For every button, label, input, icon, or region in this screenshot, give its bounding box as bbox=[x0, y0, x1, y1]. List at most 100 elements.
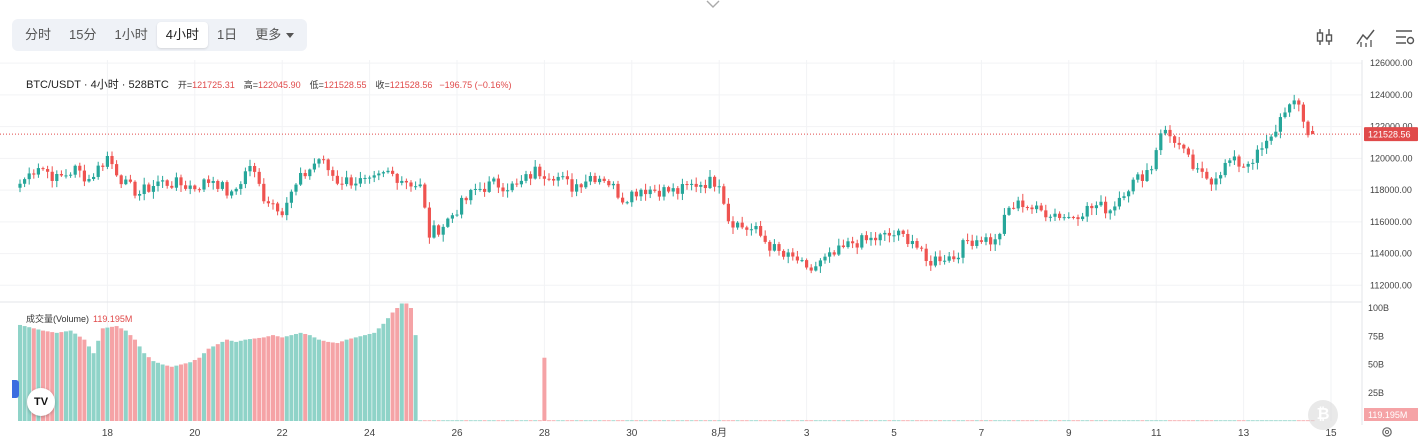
volume-bar bbox=[510, 420, 515, 422]
volume-bar bbox=[1172, 420, 1177, 422]
volume-bar bbox=[1043, 420, 1048, 422]
candle-body bbox=[1301, 104, 1305, 122]
candle-body bbox=[731, 221, 735, 228]
candle-body bbox=[699, 184, 703, 187]
volume-bar bbox=[924, 420, 929, 422]
candle-body bbox=[1030, 207, 1034, 210]
volume-bar bbox=[639, 420, 643, 422]
volume-bar bbox=[496, 420, 501, 422]
tab-time-sharing[interactable]: 分时 bbox=[16, 22, 60, 48]
candle-body bbox=[708, 176, 712, 189]
candle-body bbox=[874, 237, 878, 241]
volume-bar bbox=[620, 420, 625, 422]
volume-bar bbox=[261, 337, 266, 421]
volume-tick-label: 100B bbox=[1368, 303, 1389, 313]
tab-4hour[interactable]: 4小时 bbox=[156, 22, 208, 48]
volume-bar bbox=[114, 326, 119, 421]
candle-body bbox=[1122, 196, 1126, 198]
candle-body bbox=[887, 232, 891, 236]
settings-gear-icon[interactable] bbox=[1381, 426, 1393, 438]
candle-body bbox=[437, 225, 441, 235]
candle-body bbox=[929, 260, 933, 266]
volume-bar bbox=[1094, 420, 1099, 422]
volume-bar bbox=[795, 420, 800, 422]
candle-body bbox=[786, 252, 790, 257]
candle-body bbox=[897, 230, 901, 236]
collapse-chevron-icon[interactable] bbox=[706, 0, 720, 8]
time-tick-label: 3 bbox=[804, 428, 810, 439]
candle-body bbox=[998, 233, 1002, 240]
volume-tick-label: 25B bbox=[1368, 388, 1384, 398]
candle-body bbox=[1035, 205, 1039, 210]
volume-bar bbox=[243, 339, 248, 421]
volume-bar bbox=[381, 323, 386, 421]
volume-bar bbox=[928, 420, 933, 422]
chart-settings-icon[interactable] bbox=[1394, 26, 1416, 48]
candle-body bbox=[377, 173, 381, 176]
candle-body bbox=[78, 165, 82, 171]
candle-body bbox=[924, 248, 928, 261]
volume-bar bbox=[905, 420, 910, 422]
volume-bar bbox=[887, 420, 892, 422]
candle-body bbox=[993, 239, 997, 245]
candle-body bbox=[478, 188, 482, 190]
volume-value: 119.195M bbox=[93, 314, 133, 324]
volume-bar bbox=[344, 339, 349, 421]
volume-bar bbox=[970, 420, 975, 422]
candle-body bbox=[1311, 130, 1315, 135]
timeframe-toolbar: 分时 15分 1小时 4小时 1日 更多 bbox=[12, 19, 308, 51]
candle-body bbox=[1039, 205, 1043, 211]
tradingview-logo[interactable]: TV bbox=[27, 388, 55, 416]
tab-1day[interactable]: 1日 bbox=[208, 22, 246, 48]
volume-bar bbox=[597, 420, 602, 422]
candle-body bbox=[846, 241, 850, 248]
volume-bar bbox=[1053, 420, 1057, 422]
volume-bar bbox=[1292, 420, 1297, 422]
candle-body bbox=[864, 235, 868, 241]
volume-bar bbox=[1112, 420, 1117, 422]
volume-bar bbox=[413, 335, 418, 421]
volume-bar bbox=[473, 420, 478, 422]
tab-1hour[interactable]: 1小时 bbox=[105, 22, 156, 48]
volume-bar bbox=[165, 365, 170, 421]
volume-bar bbox=[353, 337, 358, 421]
volume-bar bbox=[1306, 420, 1310, 422]
last-volume-badge bbox=[1364, 408, 1418, 421]
candle-settings-icon[interactable] bbox=[1314, 26, 1336, 48]
candle-body bbox=[1260, 148, 1264, 150]
candle-body bbox=[363, 177, 367, 179]
candle-body bbox=[349, 177, 353, 186]
candle-body bbox=[289, 191, 293, 203]
candle-body bbox=[588, 175, 592, 182]
volume-bar bbox=[358, 336, 363, 421]
volume-bar bbox=[712, 420, 717, 422]
volume-bar bbox=[583, 420, 588, 422]
tab-label: 4小时 bbox=[165, 27, 199, 42]
volume-bar bbox=[942, 420, 947, 422]
volume-bar bbox=[717, 420, 722, 422]
tab-15min[interactable]: 15分 bbox=[60, 22, 105, 48]
candle-body bbox=[151, 186, 155, 192]
candle-body bbox=[101, 165, 105, 167]
volume-bar bbox=[1034, 420, 1039, 422]
candle-body bbox=[984, 237, 988, 242]
indicator-icon[interactable] bbox=[1355, 26, 1377, 48]
volume-bar bbox=[974, 420, 979, 422]
side-panel-toggle[interactable] bbox=[12, 380, 19, 398]
tab-more[interactable]: 更多 bbox=[246, 22, 303, 48]
volume-bar bbox=[731, 420, 735, 422]
candle-body bbox=[280, 211, 284, 216]
candle-body bbox=[446, 218, 450, 227]
candle-body bbox=[271, 203, 275, 205]
volume-bar bbox=[487, 420, 492, 422]
candle-body bbox=[694, 183, 698, 187]
volume-bar bbox=[1186, 420, 1191, 422]
candle-body bbox=[161, 180, 165, 182]
volume-bar bbox=[298, 332, 303, 421]
volume-bar bbox=[441, 420, 446, 422]
volume-bar bbox=[961, 420, 965, 422]
volume-bar bbox=[1108, 420, 1113, 422]
volume-bar bbox=[560, 420, 565, 422]
candle-body bbox=[625, 202, 629, 204]
